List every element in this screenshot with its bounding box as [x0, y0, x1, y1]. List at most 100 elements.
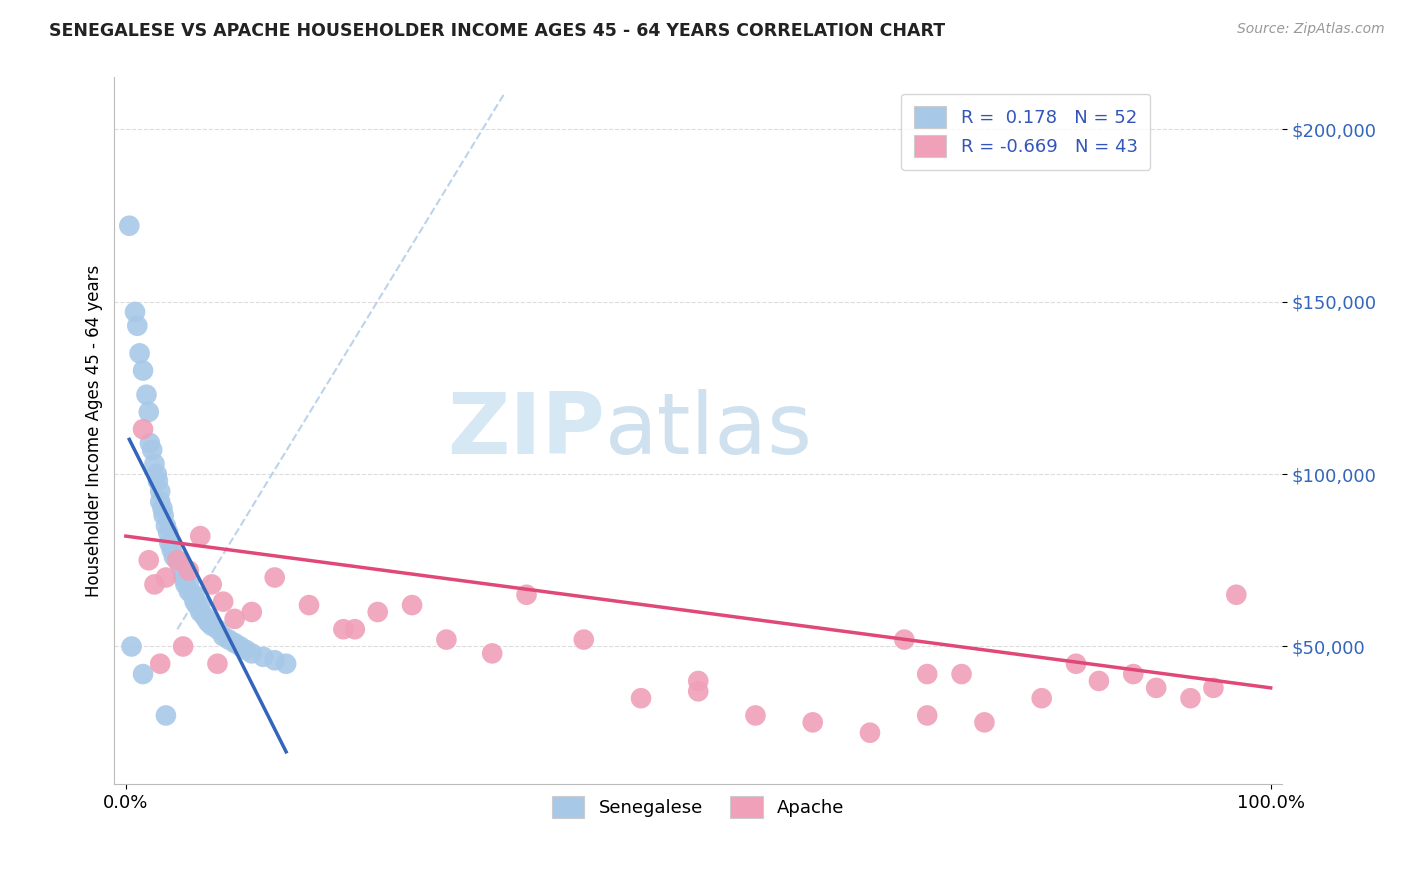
Point — [172, 640, 194, 654]
Text: ZIP: ZIP — [447, 390, 605, 473]
Point — [155, 518, 177, 533]
Point — [188, 598, 211, 612]
Point — [172, 570, 194, 584]
Point — [155, 708, 177, 723]
Point — [630, 691, 652, 706]
Point — [367, 605, 389, 619]
Point — [950, 667, 973, 681]
Point — [188, 605, 211, 619]
Point — [401, 598, 423, 612]
Point — [166, 553, 188, 567]
Point — [183, 594, 205, 608]
Point — [197, 615, 219, 630]
Point — [132, 363, 155, 377]
Point — [276, 657, 298, 671]
Point — [143, 577, 166, 591]
Point — [170, 560, 193, 574]
Point — [201, 577, 224, 591]
Point — [212, 629, 235, 643]
Point — [893, 632, 915, 647]
Point — [143, 457, 166, 471]
Point — [166, 553, 188, 567]
Point — [343, 622, 366, 636]
Point — [135, 388, 157, 402]
Point — [124, 305, 146, 319]
Point — [186, 598, 208, 612]
Point — [146, 474, 169, 488]
Point — [132, 422, 155, 436]
Point — [1088, 673, 1111, 688]
Point — [207, 657, 229, 671]
Legend: Senegalese, Apache: Senegalese, Apache — [544, 789, 852, 825]
Point — [188, 529, 211, 543]
Point — [138, 553, 160, 567]
Point — [235, 643, 257, 657]
Point — [177, 584, 200, 599]
Point — [145, 467, 167, 481]
Point — [152, 501, 174, 516]
Point — [1180, 691, 1202, 706]
Point — [688, 673, 710, 688]
Point — [263, 570, 285, 584]
Point — [434, 632, 457, 647]
Point — [118, 219, 141, 233]
Point — [1202, 681, 1225, 695]
Point — [1144, 681, 1167, 695]
Point — [149, 494, 172, 508]
Point — [163, 549, 186, 564]
Point — [915, 708, 938, 723]
Point — [240, 646, 263, 660]
Point — [229, 640, 252, 654]
Point — [1225, 588, 1247, 602]
Point — [1064, 657, 1087, 671]
Point — [515, 588, 537, 602]
Text: SENEGALESE VS APACHE HOUSEHOLDER INCOME AGES 45 - 64 YEARS CORRELATION CHART: SENEGALESE VS APACHE HOUSEHOLDER INCOME … — [49, 22, 945, 40]
Point — [149, 657, 172, 671]
Point — [195, 612, 218, 626]
Point — [155, 570, 177, 584]
Text: Source: ZipAtlas.com: Source: ZipAtlas.com — [1237, 22, 1385, 37]
Point — [1031, 691, 1053, 706]
Point — [240, 605, 263, 619]
Point — [132, 667, 155, 681]
Point — [127, 318, 149, 333]
Point — [688, 684, 710, 698]
Point — [183, 588, 205, 602]
Point — [744, 708, 766, 723]
Point — [201, 619, 224, 633]
Point — [177, 577, 200, 591]
Point — [263, 653, 285, 667]
Point — [207, 622, 229, 636]
Point — [572, 632, 595, 647]
Text: atlas: atlas — [605, 390, 813, 473]
Point — [157, 525, 180, 540]
Point — [224, 612, 246, 626]
Point — [177, 564, 200, 578]
Point — [121, 640, 143, 654]
Point — [1122, 667, 1144, 681]
Point — [152, 508, 174, 523]
Point — [298, 598, 321, 612]
Point — [252, 649, 274, 664]
Point — [172, 564, 194, 578]
Point — [157, 536, 180, 550]
Point — [915, 667, 938, 681]
Point — [141, 442, 163, 457]
Point — [193, 608, 215, 623]
Point — [212, 594, 235, 608]
Point — [224, 636, 246, 650]
Point — [160, 536, 183, 550]
Point — [481, 646, 503, 660]
Point — [138, 405, 160, 419]
Y-axis label: Householder Income Ages 45 - 64 years: Householder Income Ages 45 - 64 years — [86, 265, 103, 597]
Point — [174, 577, 197, 591]
Point — [160, 542, 183, 557]
Point — [128, 346, 150, 360]
Point — [332, 622, 354, 636]
Point — [973, 715, 995, 730]
Point — [181, 588, 204, 602]
Point — [149, 484, 172, 499]
Point — [218, 632, 240, 647]
Point — [139, 436, 162, 450]
Point — [859, 725, 882, 739]
